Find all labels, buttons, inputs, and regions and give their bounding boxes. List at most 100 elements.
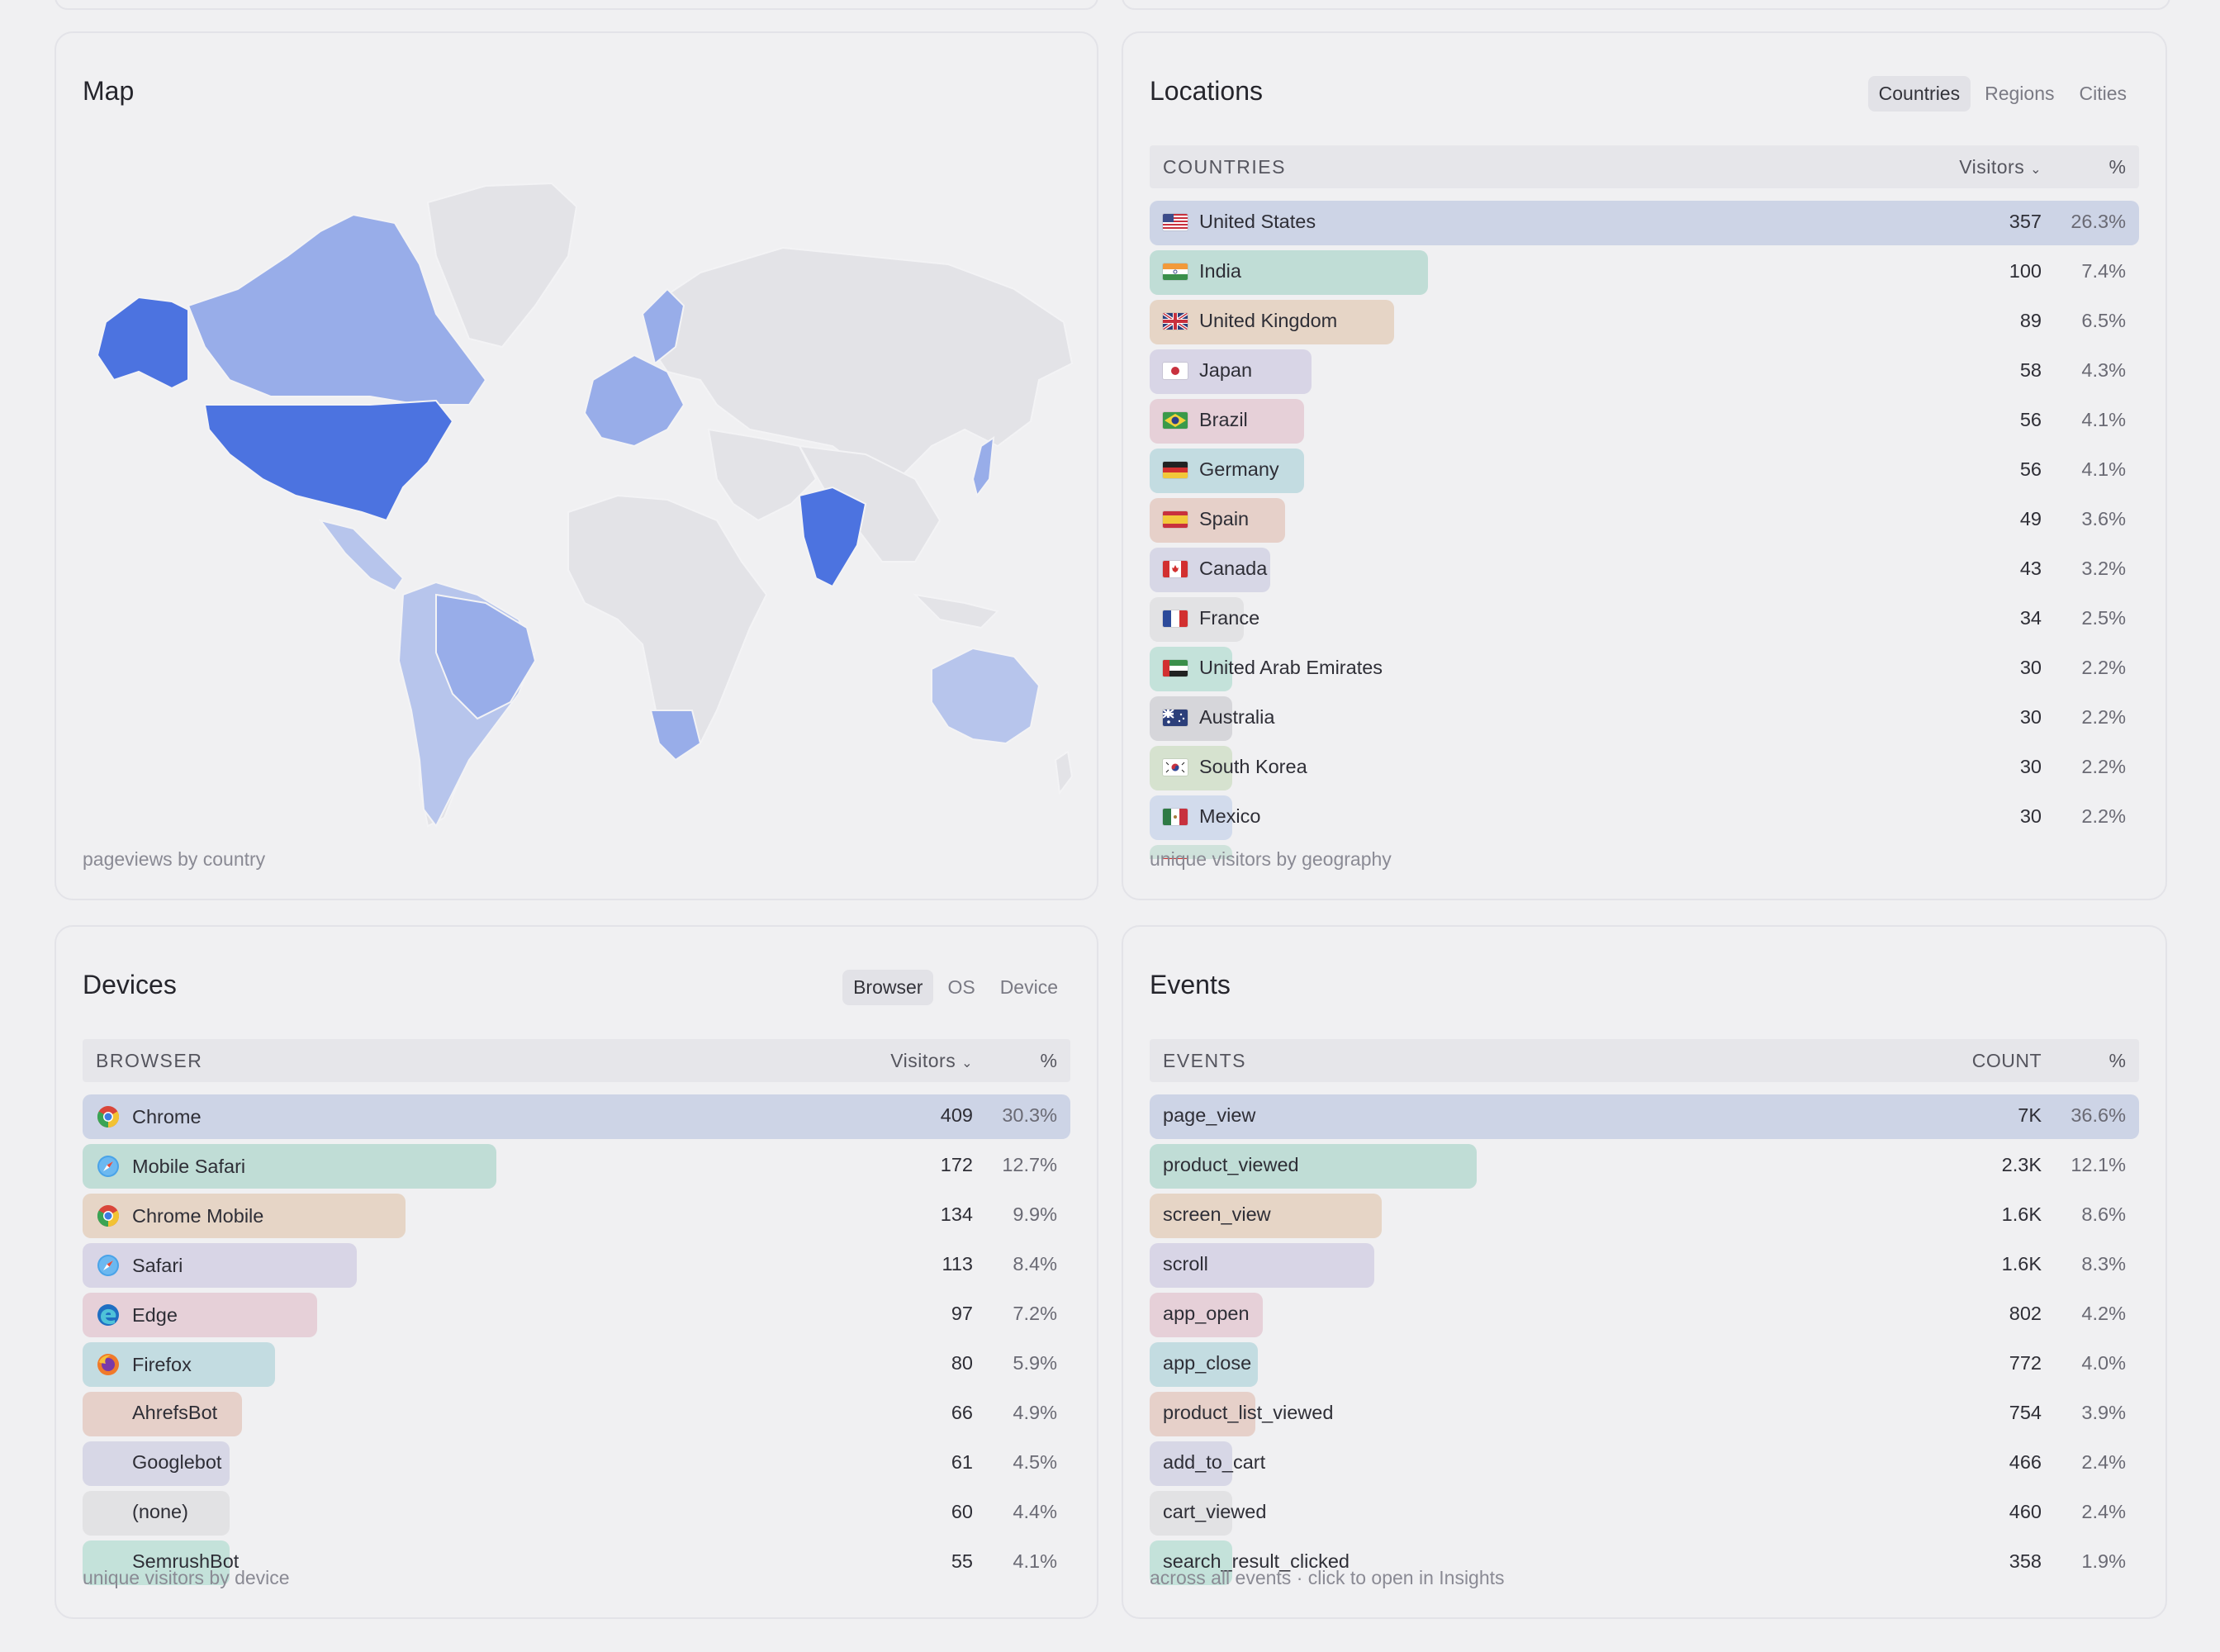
- country-row[interactable]: Canada 43 3.2%: [1150, 545, 2139, 595]
- row-value: 100: [2009, 260, 2042, 282]
- row-value: 56: [2019, 458, 2042, 480]
- browser-row[interactable]: Chrome 409 30.3%: [83, 1092, 1070, 1142]
- row-name: Mexico: [1199, 805, 1261, 827]
- country-row[interactable]: Germany 56 4.1%: [1150, 446, 2139, 496]
- row-label: Chrome Mobile: [96, 1203, 263, 1228]
- row-label: product_viewed: [1163, 1154, 1299, 1176]
- row-percent: 2.4%: [2081, 1451, 2126, 1473]
- browser-row[interactable]: Googlebot 61 4.5%: [83, 1439, 1070, 1488]
- event-row[interactable]: add_to_cart 466 2.4%: [1150, 1439, 2139, 1488]
- row-label: search_result_clicked: [1163, 1550, 1350, 1573]
- tab-cities[interactable]: Cities: [2079, 83, 2127, 104]
- count-column-header: COUNT: [1971, 1050, 2042, 1071]
- event-row[interactable]: scroll 1.6K 8.3%: [1150, 1241, 2139, 1290]
- country-row[interactable]: United Kingdom 89 6.5%: [1150, 297, 2139, 347]
- tab-device[interactable]: Device: [999, 976, 1058, 998]
- row-percent: 9.9%: [1013, 1203, 1057, 1225]
- event-row[interactable]: screen_view 1.6K 8.6%: [1150, 1191, 2139, 1241]
- row-label: Firefox: [96, 1352, 192, 1377]
- tab-browser[interactable]: Browser: [842, 970, 934, 1005]
- percent-column-header: %: [2109, 1050, 2126, 1071]
- row-value: 30: [2019, 805, 2042, 827]
- event-row[interactable]: search_result_clicked 358 1.9%: [1150, 1538, 2139, 1588]
- country-row[interactable]: Australia 30 2.2%: [1150, 694, 2139, 743]
- share-bar: [83, 1094, 1070, 1139]
- top-card-left: [55, 0, 1098, 10]
- events-title: Events: [1150, 970, 1231, 999]
- row-name: United States: [1199, 211, 1316, 232]
- row-label: Germany: [1163, 458, 1279, 481]
- country-row[interactable]: France 34 2.5%: [1150, 595, 2139, 644]
- row-label: AhrefsBot: [132, 1402, 217, 1424]
- row-percent: 4.9%: [1013, 1402, 1057, 1423]
- visitors-sort-header[interactable]: Visitors ⌄: [1959, 156, 2042, 178]
- country-row[interactable]: United Arab Emirates 30 2.2%: [1150, 644, 2139, 694]
- row-value: 113: [942, 1253, 973, 1275]
- row-name: Australia: [1199, 706, 1275, 728]
- country-row[interactable]: United States 357 26.3%: [1150, 198, 2139, 248]
- row-name: page_view: [1163, 1104, 1256, 1126]
- row-label: Chrome: [96, 1104, 202, 1129]
- row-percent: 2.2%: [2081, 756, 2126, 777]
- br-flag-icon: [1163, 411, 1188, 429]
- row-name: cart_viewed: [1163, 1501, 1267, 1522]
- event-row[interactable]: cart_viewed 460 2.4%: [1150, 1488, 2139, 1538]
- event-row[interactable]: app_close 772 4.0%: [1150, 1340, 2139, 1389]
- row-label: app_open: [1163, 1303, 1250, 1325]
- row-percent: 4.1%: [2081, 458, 2126, 480]
- row-name: add_to_cart: [1163, 1451, 1266, 1473]
- top-card-right: [1122, 0, 2170, 10]
- events-footer: across all events · click to open in Ins…: [1150, 1567, 1505, 1588]
- row-label: Googlebot: [132, 1451, 221, 1474]
- tab-regions[interactable]: Regions: [1985, 83, 2055, 104]
- share-bar: [1150, 1491, 1232, 1536]
- browser-row[interactable]: SemrushBot 55 4.1%: [83, 1538, 1070, 1588]
- row-name: Germany: [1199, 458, 1279, 480]
- country-row[interactable]: Brazil 56 4.1%: [1150, 396, 2139, 446]
- row-value: 43: [2019, 558, 2042, 579]
- share-bar: [1150, 1144, 1478, 1189]
- browser-row[interactable]: Edge 97 7.2%: [83, 1290, 1070, 1340]
- country-row[interactable]: South Korea 30 2.2%: [1150, 743, 2139, 793]
- browser-row[interactable]: Safari 113 8.4%: [83, 1241, 1070, 1290]
- browser-row[interactable]: Mobile Safari 172 12.7%: [83, 1142, 1070, 1191]
- row-name: Chrome: [132, 1105, 202, 1127]
- browser-row[interactable]: (none) 60 4.4%: [83, 1488, 1070, 1538]
- visitors-sort-header[interactable]: Visitors ⌄: [890, 1050, 973, 1072]
- row-value: 30: [2019, 756, 2042, 777]
- row-name: search_result_clicked: [1163, 1550, 1350, 1572]
- event-row[interactable]: product_list_viewed 754 3.9%: [1150, 1389, 2139, 1439]
- row-percent: 4.5%: [1013, 1451, 1057, 1473]
- row-percent: 4.2%: [2081, 1303, 2126, 1324]
- row-value: 2.3K: [2001, 1154, 2042, 1175]
- row-name: Chrome Mobile: [132, 1204, 264, 1227]
- row-value: 89: [2019, 310, 2042, 331]
- row-percent: 2.2%: [2081, 805, 2126, 827]
- row-percent: 6.5%: [2081, 310, 2126, 331]
- browser-row[interactable]: Firefox 80 5.9%: [83, 1340, 1070, 1389]
- browser-row[interactable]: AhrefsBot 66 4.9%: [83, 1389, 1070, 1439]
- event-row[interactable]: page_view 7K 36.6%: [1150, 1092, 2139, 1142]
- ca-flag-icon: [1163, 560, 1188, 577]
- country-row[interactable]: India 100 7.4%: [1150, 248, 2139, 297]
- world-map[interactable]: [73, 132, 1080, 843]
- country-row[interactable]: Spain 49 3.6%: [1150, 496, 2139, 545]
- row-percent: 5.9%: [1013, 1352, 1057, 1374]
- row-name: France: [1199, 607, 1260, 629]
- row-percent: 7.2%: [1013, 1303, 1057, 1324]
- tab-os[interactable]: OS: [947, 976, 975, 998]
- row-percent: 26.3%: [2071, 211, 2126, 232]
- row-name: Japan: [1199, 359, 1253, 381]
- event-row[interactable]: product_viewed 2.3K 12.1%: [1150, 1142, 2139, 1191]
- row-name: Edge: [132, 1303, 178, 1326]
- tab-countries[interactable]: Countries: [1867, 76, 1971, 112]
- share-bar: [1150, 1094, 2139, 1139]
- event-row[interactable]: app_open 802 4.2%: [1150, 1290, 2139, 1340]
- country-row[interactable]: Singapore 27 2.0%: [1150, 843, 2139, 859]
- locations-title: Locations: [1150, 76, 1263, 106]
- row-label: United Arab Emirates: [1163, 657, 1383, 679]
- share-bar: [1150, 1392, 1255, 1436]
- country-row[interactable]: Mexico 30 2.2%: [1150, 793, 2139, 843]
- browser-row[interactable]: Chrome Mobile 134 9.9%: [83, 1191, 1070, 1241]
- country-row[interactable]: Japan 58 4.3%: [1150, 347, 2139, 396]
